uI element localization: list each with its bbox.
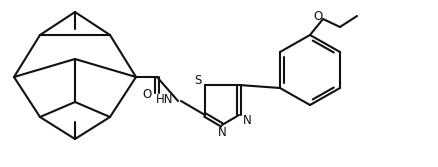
Text: O: O	[313, 10, 323, 23]
Text: N: N	[218, 126, 226, 139]
Text: N: N	[243, 114, 251, 126]
Text: O: O	[143, 88, 152, 101]
Text: S: S	[194, 73, 201, 87]
Text: HN: HN	[155, 93, 173, 106]
